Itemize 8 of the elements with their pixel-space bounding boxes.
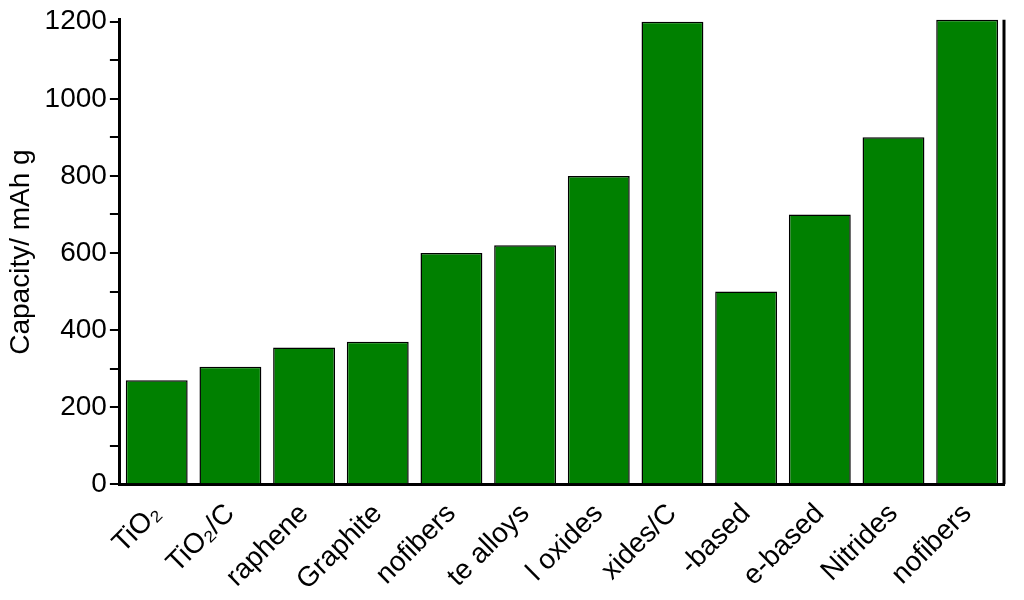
y-tick-label: 600 (60, 235, 107, 267)
y-tick-label: 400 (60, 312, 107, 344)
y-tick-label: 1000 (44, 81, 107, 113)
y-axis-title: Capacity/ mAh g (3, 149, 35, 355)
y-tick-label: 200 (60, 389, 107, 421)
y-tick-label: 1200 (44, 4, 107, 36)
y-tick-label: 800 (60, 158, 107, 190)
y-tick-label: 0 (91, 467, 107, 499)
